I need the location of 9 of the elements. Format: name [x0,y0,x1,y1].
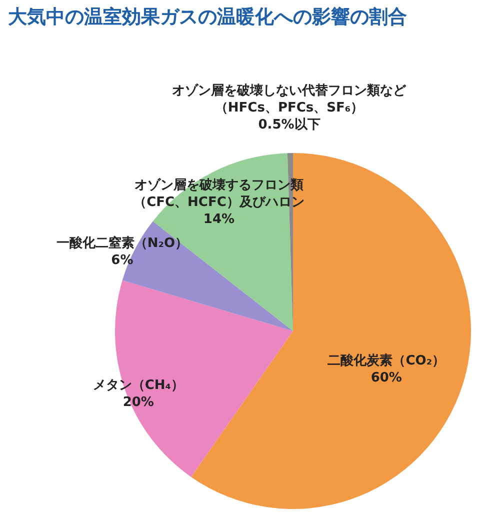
data-label: 14% [203,212,235,227]
slice-label: 二酸化炭素（CO₂） [328,352,446,368]
data-label: 6% [111,252,134,268]
data-label: 0.5%以下 [258,118,320,133]
data-label: 60% [370,370,402,386]
pie-slice [115,280,293,477]
chart-title: 大気中の温室効果ガスの温暖化への影響の割合 [8,6,407,28]
slice-label: オゾン層を破壊しない代替フロン類など（HFCs、PFCs、SF₆） [172,82,408,116]
slice-label: 一酸化二窒素（N₂O） [56,234,188,251]
